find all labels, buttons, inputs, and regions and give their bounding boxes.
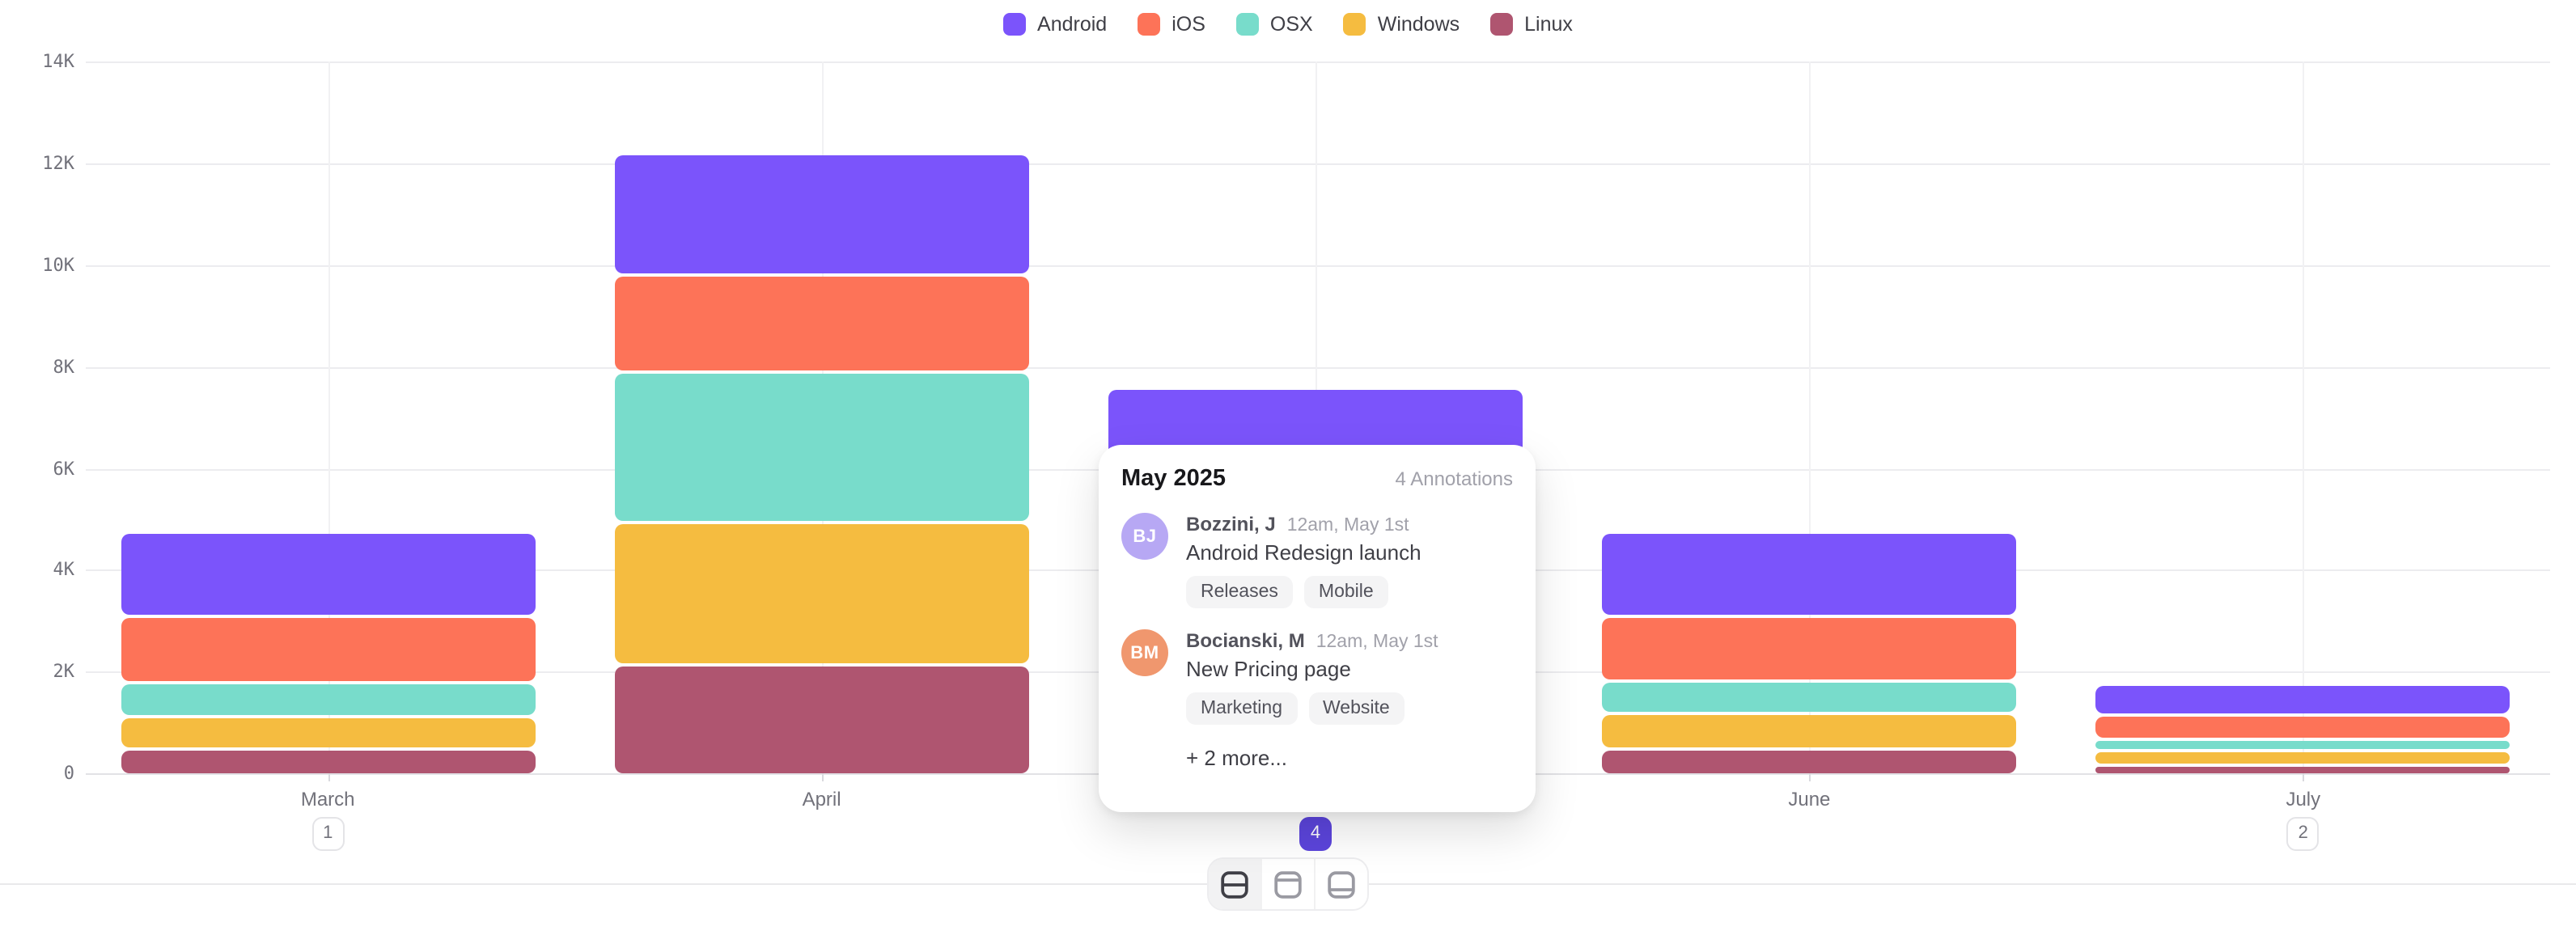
tag-pill[interactable]: Releases	[1186, 576, 1293, 608]
annotation-text: Android Redesign launch	[1186, 540, 1421, 565]
x-axis-label-april: April	[802, 788, 841, 810]
bar-segment-windows-april[interactable]	[614, 523, 1029, 664]
gridline-horizontal	[86, 61, 2550, 64]
bar-segment-android-july[interactable]	[2095, 686, 2510, 714]
legend-label: Linux	[1524, 13, 1573, 36]
tag-pill[interactable]: Marketing	[1186, 692, 1297, 725]
bar-segment-linux-april[interactable]	[614, 667, 1029, 773]
avatar: BJ	[1121, 513, 1168, 560]
y-axis-tick-label: 10K	[42, 255, 74, 276]
y-axis-tick-label: 12K	[42, 153, 74, 175]
tooltip-header: May 2025 4 Annotations	[1121, 466, 1513, 492]
gridline-horizontal	[86, 163, 2550, 166]
bar-segment-osx-july[interactable]	[2095, 740, 2510, 749]
chart-legend: Android iOS OSX Windows Linux	[0, 13, 2576, 36]
bar-segment-ios-july[interactable]	[2095, 717, 2510, 738]
bar-segment-osx-june[interactable]	[1602, 682, 2017, 713]
bar-june	[1602, 0, 2017, 773]
legend-label: Windows	[1377, 13, 1460, 36]
tooltip-title: May 2025	[1121, 466, 1226, 492]
bar-segment-android-march[interactable]	[121, 533, 536, 615]
y-axis-tick-label: 0	[63, 763, 74, 784]
annotations-tooltip: May 2025 4 Annotations BJ Bozzini, J 12am,…	[1099, 445, 1536, 812]
annotation-author: Bocianski, M	[1186, 629, 1305, 652]
gridline-vertical	[1809, 61, 1811, 773]
legend-swatch-icon	[1235, 13, 1259, 36]
annotation-text: New Pricing page	[1186, 657, 1351, 681]
legend-swatch-icon	[1490, 13, 1514, 36]
bar-segment-osx-march[interactable]	[121, 684, 536, 715]
layout-line-bottom-icon	[1328, 870, 1355, 898]
annotation-entry-body: Bozzini, J 12am, May 1st Android Redesign …	[1186, 513, 1513, 608]
bar-segment-linux-july[interactable]	[2095, 766, 2510, 773]
layout-line-bottom-button[interactable]	[1314, 859, 1367, 909]
legend-item-linux[interactable]: Linux	[1490, 13, 1573, 36]
x-axis-label-march: March	[300, 788, 355, 810]
gridline-horizontal	[86, 366, 2550, 369]
x-axis-tick-mark	[2303, 773, 2305, 781]
y-axis-tick-label: 4K	[53, 559, 75, 581]
bar-segment-android-april[interactable]	[614, 155, 1029, 273]
annotation-author: Bozzini, J	[1186, 513, 1276, 535]
bar-april	[614, 0, 1029, 773]
annotation-timestamp: 12am, May 1st	[1316, 633, 1438, 652]
more-annotations-link[interactable]: + 2 more...	[1186, 746, 1287, 770]
legend-label: Android	[1037, 13, 1108, 36]
tag-pill[interactable]: Website	[1308, 692, 1405, 725]
layout-split-middle-button[interactable]	[1209, 859, 1260, 909]
bar-segment-linux-june[interactable]	[1602, 750, 2017, 773]
gridline-vertical	[2303, 61, 2305, 773]
x-axis-label-july: July	[2286, 788, 2321, 810]
annotation-entry[interactable]: BM Bocianski, M 12am, May 1st New Pricing p…	[1121, 629, 1513, 725]
annotation-tags: Releases Mobile	[1186, 576, 1513, 608]
annotation-meta: Bocianski, M 12am, May 1st	[1186, 629, 1513, 652]
bar-segment-windows-july[interactable]	[2095, 752, 2510, 764]
legend-swatch-icon	[1003, 13, 1027, 36]
legend-item-osx[interactable]: OSX	[1235, 13, 1313, 36]
legend-label: OSX	[1269, 13, 1313, 36]
legend-swatch-icon	[1343, 13, 1366, 36]
y-axis-tick-label: 14K	[42, 51, 74, 73]
annotation-entry-body: Bocianski, M 12am, May 1st New Pricing pag…	[1186, 629, 1513, 725]
bar-segment-linux-march[interactable]	[121, 750, 536, 773]
bar-march	[121, 0, 536, 773]
layout-line-top-button[interactable]	[1260, 859, 1314, 909]
layout-line-top-icon	[1274, 870, 1302, 898]
bar-segment-ios-march[interactable]	[121, 617, 536, 682]
x-axis-tick-mark	[328, 773, 330, 781]
layout-segmented-control	[1207, 857, 1369, 911]
gridline-vertical	[328, 61, 330, 773]
bar-segment-android-june[interactable]	[1602, 533, 2017, 616]
y-axis-tick-label: 8K	[53, 356, 75, 378]
bar-segment-osx-april[interactable]	[614, 373, 1029, 521]
x-axis-tick-mark	[821, 773, 824, 781]
legend-item-windows[interactable]: Windows	[1343, 13, 1460, 36]
y-axis-tick-label: 6K	[53, 458, 75, 480]
annotation-timestamp: 12am, May 1st	[1286, 516, 1409, 535]
tag-pill[interactable]: Mobile	[1303, 576, 1388, 608]
annotation-count-badge-may[interactable]: 4	[1299, 817, 1332, 851]
avatar: BM	[1121, 629, 1168, 676]
annotation-meta: Bozzini, J 12am, May 1st	[1186, 513, 1513, 535]
legend-label: iOS	[1171, 13, 1205, 36]
y-axis-tick-label: 2K	[53, 661, 75, 683]
annotation-count-badge-july[interactable]: 2	[2286, 817, 2320, 851]
gridline-horizontal	[86, 265, 2550, 267]
bar-segment-windows-march[interactable]	[121, 717, 536, 747]
x-axis-tick-mark	[1809, 773, 1811, 781]
bar-segment-ios-april[interactable]	[614, 276, 1029, 370]
legend-item-ios[interactable]: iOS	[1138, 13, 1205, 36]
bar-segment-windows-june[interactable]	[1602, 715, 2017, 747]
annotation-tags: Marketing Website	[1186, 692, 1513, 725]
layout-split-middle-icon	[1221, 870, 1248, 898]
tooltip-annotation-count: 4 Annotations	[1395, 468, 1513, 490]
legend-item-android[interactable]: Android	[1003, 13, 1107, 36]
legend-swatch-icon	[1138, 13, 1161, 36]
x-axis-label-june: June	[1788, 788, 1831, 810]
bar-july	[2095, 0, 2510, 773]
bar-segment-ios-june[interactable]	[1602, 618, 2017, 679]
annotation-entry[interactable]: BJ Bozzini, J 12am, May 1st Android Redesig…	[1121, 513, 1513, 608]
annotation-count-badge-march[interactable]: 1	[311, 817, 345, 851]
